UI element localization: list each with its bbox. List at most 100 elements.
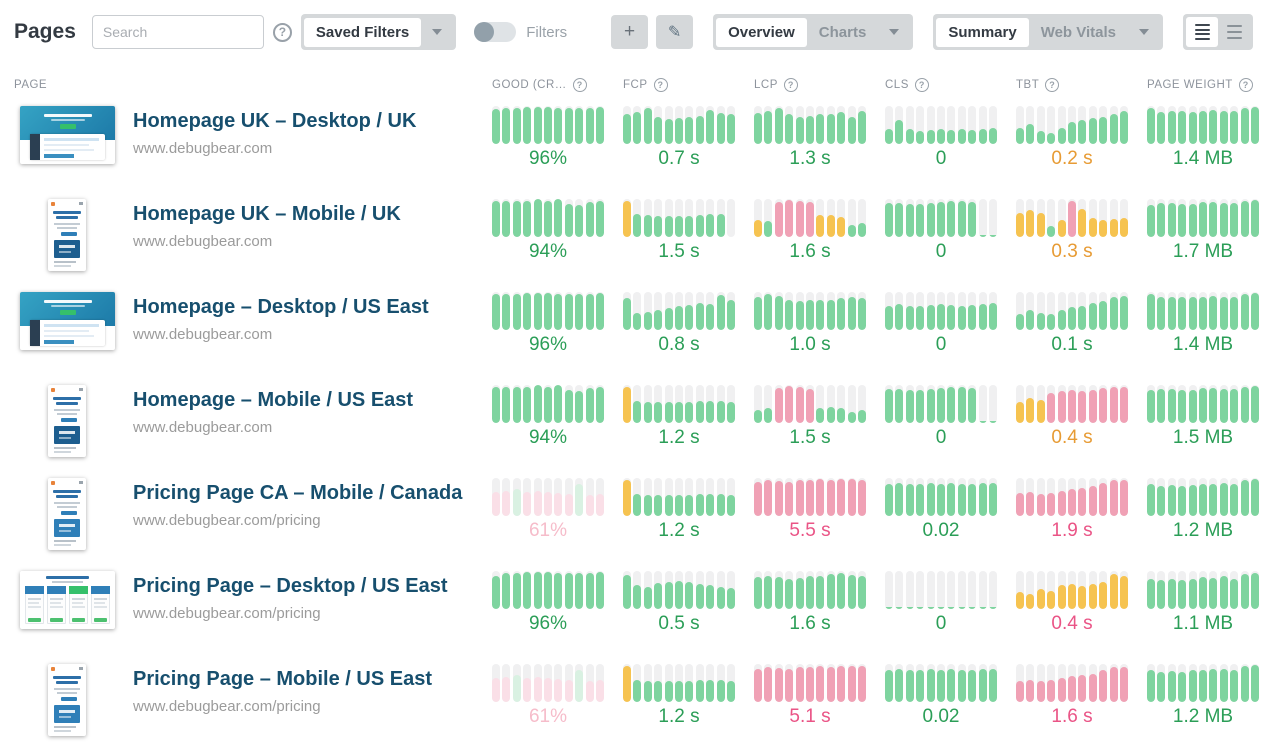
edit-icon[interactable]: ✎: [656, 15, 694, 49]
metric-chart[interactable]: 0.4 s: [1016, 385, 1128, 449]
metric-chart[interactable]: 61%: [492, 664, 604, 728]
metric-chart[interactable]: 1.6 s: [1016, 664, 1128, 728]
metric-chart[interactable]: 5.1 s: [754, 664, 866, 728]
help-icon[interactable]: ?: [653, 78, 668, 92]
page-thumbnail[interactable]: [19, 106, 115, 164]
tab-overview[interactable]: Overview: [716, 17, 807, 47]
page-title[interactable]: Pricing Page CA – Mobile / Canada: [133, 482, 463, 504]
page-title[interactable]: Homepage UK – Desktop / UK: [133, 110, 417, 132]
metric-chart[interactable]: 0.4 s: [1016, 571, 1128, 635]
metric-chart[interactable]: 94%: [492, 385, 604, 449]
dense-list-icon[interactable]: [1186, 17, 1218, 47]
page-thumbnail[interactable]: [48, 385, 86, 457]
metric-chart[interactable]: 0: [885, 385, 997, 449]
histogram-bar: [926, 664, 935, 702]
help-icon[interactable]: ?: [572, 78, 587, 92]
metric-chart[interactable]: 1.5 MB: [1147, 385, 1259, 449]
help-icon[interactable]: ?: [1238, 78, 1253, 92]
page-title[interactable]: Pricing Page – Desktop / US East: [133, 575, 448, 597]
histogram-bar: [816, 199, 825, 237]
metric-chart[interactable]: 1.2 s: [623, 385, 735, 449]
metric-chart[interactable]: 1.2 s: [623, 664, 735, 728]
metric-chart[interactable]: 0: [885, 571, 997, 635]
filters-toggle[interactable]: [474, 22, 517, 42]
histogram-bar-fill: [1078, 120, 1087, 144]
tab-charts[interactable]: Charts: [818, 23, 867, 41]
chevron-down-icon[interactable]: [889, 29, 900, 35]
metric-chart[interactable]: 96%: [492, 106, 604, 170]
histogram-bar-fill: [947, 668, 956, 702]
histogram-bar: [1147, 664, 1155, 702]
histogram-bar: [754, 664, 762, 702]
histogram-bar: [664, 478, 673, 516]
page-thumbnail[interactable]: [48, 199, 86, 271]
metric-chart[interactable]: 0.8 s: [623, 292, 735, 356]
histogram-bar-fill: [1219, 296, 1228, 330]
help-icon[interactable]: ?: [1045, 78, 1060, 92]
histogram-bar: [1026, 571, 1035, 609]
metric-chart[interactable]: 1.2 MB: [1147, 478, 1259, 542]
histogram-bar-fill: [595, 293, 604, 330]
metric-chart[interactable]: 0: [885, 199, 997, 263]
metric-chart[interactable]: 1.6 s: [754, 571, 866, 635]
help-icon[interactable]: ?: [272, 22, 292, 42]
metric-chart[interactable]: 1.5 s: [623, 199, 735, 263]
metric-chart[interactable]: 5.5 s: [754, 478, 866, 542]
metric-chart[interactable]: 1.1 MB: [1147, 571, 1259, 635]
add-button[interactable]: +: [611, 15, 649, 49]
histogram-bar: [936, 664, 945, 702]
metric-chart[interactable]: 0.02: [885, 664, 997, 728]
chevron-down-icon[interactable]: [1139, 29, 1149, 35]
histogram-bar: [774, 571, 783, 609]
histogram-bar-fill: [978, 128, 987, 144]
histogram-bar: [623, 664, 631, 702]
metric-chart[interactable]: 0.2 s: [1016, 106, 1128, 170]
metric-chart[interactable]: 0.1 s: [1016, 292, 1128, 356]
thumbnail-detail: [54, 540, 76, 542]
metric-chart[interactable]: 61%: [492, 478, 604, 542]
metric-chart[interactable]: 96%: [492, 292, 604, 356]
chevron-down-icon[interactable]: [432, 29, 443, 35]
metric-chart[interactable]: 0: [885, 292, 997, 356]
help-icon[interactable]: ?: [914, 78, 929, 92]
metric-chart[interactable]: 1.3 s: [754, 106, 866, 170]
page-title[interactable]: Homepage – Mobile / US East: [133, 389, 414, 411]
metric-chart[interactable]: 0.02: [885, 478, 997, 542]
histogram-bar-fill: [1099, 669, 1108, 702]
page-title[interactable]: Pricing Page – Mobile / US East: [133, 668, 432, 690]
histogram-bar-fill: [988, 607, 997, 609]
metric-chart[interactable]: 1.7 MB: [1147, 199, 1259, 263]
metric-chart[interactable]: 1.4 MB: [1147, 106, 1259, 170]
metric-chart[interactable]: 0.7 s: [623, 106, 735, 170]
metric-chart[interactable]: 1.5 s: [754, 385, 866, 449]
page-title[interactable]: Homepage UK – Mobile / UK: [133, 203, 401, 225]
page-title[interactable]: Homepage – Desktop / US East: [133, 296, 429, 318]
page-thumbnail[interactable]: [19, 571, 115, 629]
help-icon[interactable]: ?: [783, 78, 798, 92]
histogram-bar: [654, 199, 663, 237]
metric-chart[interactable]: 96%: [492, 571, 604, 635]
page-thumbnail[interactable]: [19, 292, 115, 350]
histogram-bar-fill: [1036, 130, 1045, 144]
metric-chart[interactable]: 1.9 s: [1016, 478, 1128, 542]
page-thumbnail[interactable]: [48, 664, 86, 736]
loose-list-icon[interactable]: [1218, 17, 1250, 47]
histogram-bar-fill: [926, 388, 935, 423]
histogram-bar-fill: [926, 305, 935, 330]
metric-chart[interactable]: 1.6 s: [754, 199, 866, 263]
metric-chart[interactable]: 0: [885, 106, 997, 170]
tab-summary[interactable]: Summary: [936, 17, 1029, 47]
metric-chart[interactable]: 0.5 s: [623, 571, 735, 635]
saved-filters-button[interactable]: Saved Filters: [303, 17, 422, 47]
thumbnail-detail: [43, 114, 92, 117]
metric-chart[interactable]: 1.2 MB: [1147, 664, 1259, 728]
page-url: www.debugbear.com/pricing: [133, 698, 321, 715]
metric-chart[interactable]: 1.4 MB: [1147, 292, 1259, 356]
search-input[interactable]: [91, 15, 264, 49]
metric-chart[interactable]: 1.0 s: [754, 292, 866, 356]
page-thumbnail[interactable]: [48, 478, 86, 550]
metric-chart[interactable]: 94%: [492, 199, 604, 263]
metric-chart[interactable]: 0.3 s: [1016, 199, 1128, 263]
tab-web-vitals[interactable]: Web Vitals: [1040, 23, 1116, 41]
metric-chart[interactable]: 1.2 s: [623, 478, 735, 542]
